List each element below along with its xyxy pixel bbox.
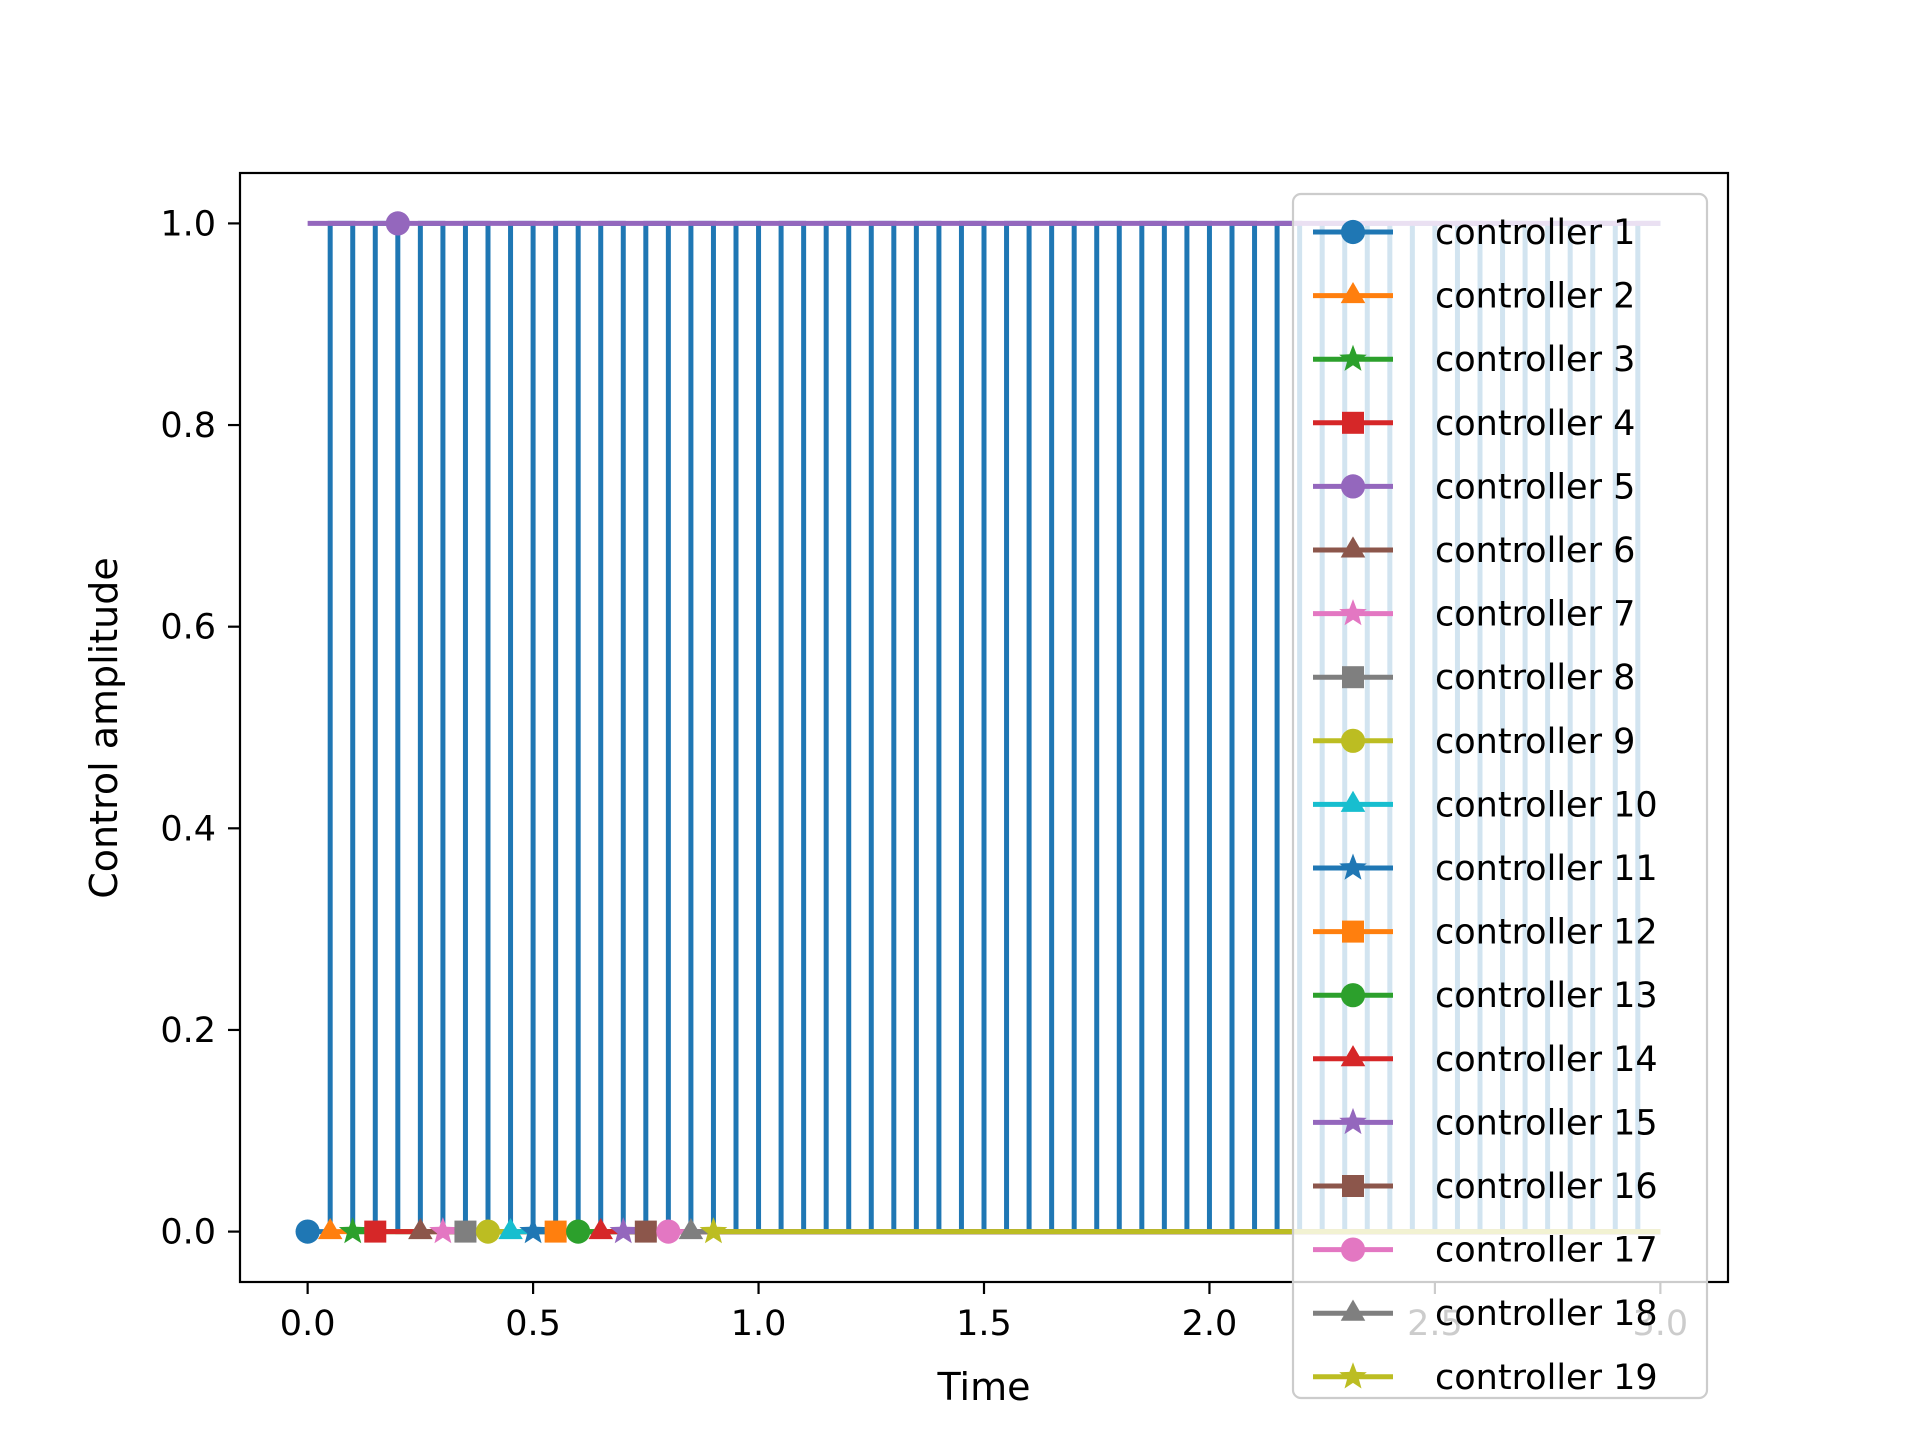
legend-marker: [1342, 920, 1364, 943]
legend-entry: controller 3: [1313, 340, 1635, 380]
legend-marker: [1339, 853, 1367, 880]
legend-marker: [1340, 790, 1366, 812]
legend-entry: controller 14: [1313, 1040, 1658, 1080]
legend-marker: [1340, 474, 1366, 499]
legend-marker: [1339, 1362, 1367, 1389]
series-marker-16: [634, 1220, 657, 1243]
legend-label: controller 7: [1435, 595, 1635, 635]
legend-marker: [1339, 599, 1367, 626]
y-tick-label: 0.4: [160, 809, 216, 849]
legend-entry: controller 18: [1313, 1294, 1658, 1334]
legend-entry: controller 7: [1313, 595, 1635, 635]
legend-label: controller 13: [1435, 976, 1658, 1016]
legend-entry: controller 5: [1313, 467, 1635, 507]
legend-entry: controller 1: [1313, 213, 1635, 253]
legend-label: controller 5: [1435, 467, 1635, 507]
series-marker-12: [544, 1220, 567, 1243]
legend-label: controller 2: [1435, 277, 1635, 317]
series-marker-4: [364, 1220, 387, 1243]
series-marker-11: [519, 1217, 547, 1244]
legend-marker: [1340, 281, 1366, 304]
x-tick-label: 2.0: [1182, 1304, 1238, 1344]
legend-marker: [1340, 536, 1366, 558]
series-marker-3: [338, 1217, 367, 1244]
legend-entry: controller 11: [1313, 849, 1658, 889]
legend-label: controller 8: [1435, 658, 1635, 698]
legend-label: controller 3: [1435, 340, 1635, 380]
legend-entry: controller 12: [1313, 913, 1658, 953]
legend-entry: controller 6: [1313, 531, 1635, 571]
y-tick-label: 1.0: [160, 204, 216, 244]
legend-marker: [1340, 1045, 1366, 1067]
legend-entry: controller 15: [1313, 1103, 1658, 1143]
series-marker-1: [295, 1219, 320, 1244]
legend-marker: [1339, 344, 1367, 371]
legend-marker: [1339, 1107, 1367, 1135]
legend-marker: [1340, 1237, 1366, 1262]
series-marker-7: [429, 1217, 457, 1244]
legend-entry: controller 16: [1313, 1167, 1658, 1207]
legend-marker: [1340, 219, 1366, 245]
legend-box: [1291, 192, 1709, 1400]
y-tick-label: 0.6: [160, 608, 216, 648]
legend-label: controller 15: [1435, 1103, 1658, 1143]
series-marker-6: [408, 1217, 433, 1240]
legend-label: controller 18: [1435, 1294, 1658, 1334]
legend-entry: controller 10: [1313, 785, 1658, 825]
series-marker-5: [385, 211, 410, 236]
legend-marker: [1342, 411, 1364, 434]
series-marker-13: [566, 1219, 591, 1244]
legend-entry: controller 9: [1313, 722, 1635, 762]
legend-entry: controller 19: [1313, 1358, 1658, 1398]
legend-label: controller 19: [1435, 1358, 1658, 1398]
series-marker-2: [317, 1217, 343, 1240]
series-marker-10: [498, 1217, 523, 1240]
legend-marker: [1340, 1299, 1366, 1321]
series-marker-9: [475, 1219, 501, 1244]
legend-entry: controller 2: [1313, 277, 1635, 317]
x-tick-label: 0.5: [505, 1304, 561, 1344]
legend-label: controller 16: [1435, 1167, 1658, 1207]
legend-label: controller 14: [1435, 1040, 1658, 1080]
series-marker-15: [609, 1217, 638, 1244]
series-marker-18: [678, 1217, 704, 1240]
legend-entry: controller 4: [1313, 404, 1635, 444]
y-axis-label: Control amplitude: [82, 557, 126, 898]
y-axis-ticks: 0.0 0.2 0.4 0.6 0.8 1.0: [160, 204, 240, 1253]
x-tick-label: 0.0: [280, 1304, 336, 1344]
legend-label: controller 9: [1435, 722, 1635, 762]
legend-entry: controller 17: [1313, 1231, 1658, 1271]
legend-label: controller 11: [1435, 849, 1658, 889]
x-tick-label: 1.0: [731, 1304, 787, 1344]
y-tick-label: 0.0: [160, 1213, 216, 1253]
legend-label: controller 17: [1435, 1231, 1658, 1271]
series-markers: [295, 211, 728, 1244]
legend: controller 1 controller 2 controller 3 cont…: [1291, 192, 1709, 1400]
series-marker-19: [699, 1217, 728, 1244]
legend-marker: [1342, 666, 1364, 689]
x-tick-label: 1.5: [956, 1304, 1012, 1344]
legend-entry: controller 8: [1313, 658, 1635, 698]
legend-marker: [1340, 728, 1366, 753]
legend-label: controller 4: [1435, 404, 1635, 444]
series-marker-14: [588, 1217, 614, 1240]
x-axis-label: Time: [937, 1365, 1031, 1409]
legend-marker: [1340, 983, 1366, 1008]
y-tick-label: 0.2: [160, 1011, 216, 1051]
legend-marker: [1342, 1175, 1364, 1197]
legend-label: controller 10: [1435, 785, 1658, 825]
legend-entry: controller 13: [1313, 976, 1658, 1016]
series-marker-17: [656, 1219, 681, 1244]
series-marker-8: [454, 1220, 477, 1243]
legend-label: controller 6: [1435, 531, 1635, 571]
y-tick-label: 0.8: [160, 406, 216, 446]
legend-label: controller 12: [1435, 913, 1658, 953]
legend-label: controller 1: [1435, 213, 1635, 253]
